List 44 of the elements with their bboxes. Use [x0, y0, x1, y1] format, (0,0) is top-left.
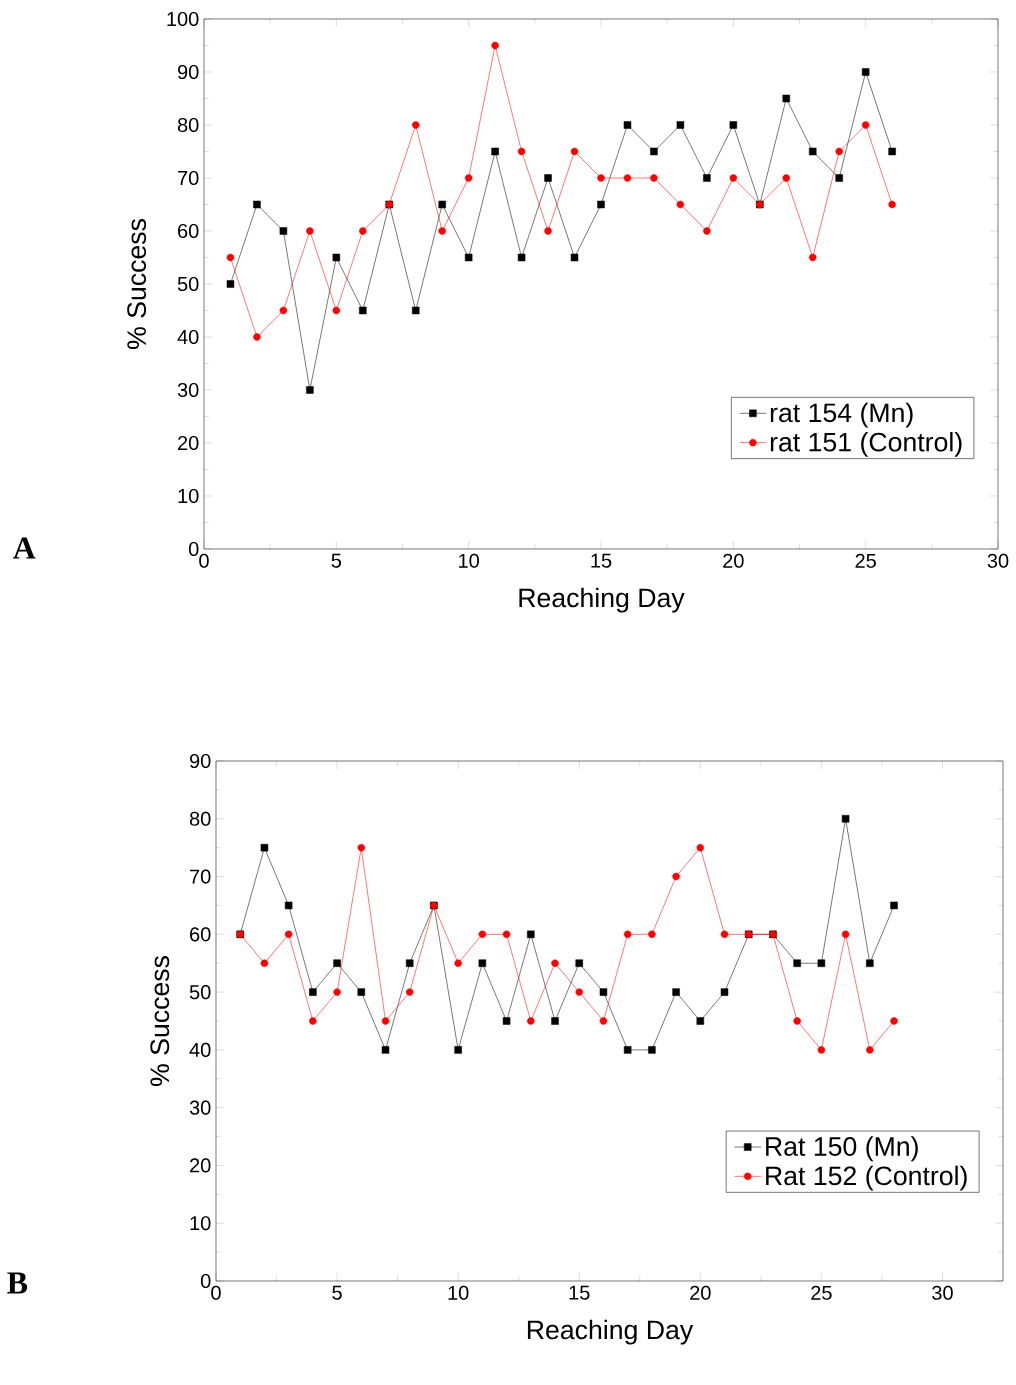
y-tick-label: 50 — [177, 276, 199, 292]
y-tick-label: 40 — [189, 1042, 211, 1057]
text: B — [7, 1272, 28, 1294]
y-tick-label: 10 — [190, 1216, 211, 1231]
x-tick-label: 0 — [211, 1285, 221, 1300]
x-tick-label: 25 — [855, 553, 876, 568]
y-tick-label: 20 — [178, 435, 199, 451]
y-tick-label: 20 — [190, 1158, 211, 1173]
y-tick-label: 60 — [190, 927, 211, 942]
y-axis-title: % Success — [127, 219, 147, 349]
legend-label: rat 154 (Mn) — [770, 402, 913, 428]
y-tick-label: 30 — [189, 1100, 211, 1115]
legend-label: Rat 152 (Control) — [766, 1165, 967, 1191]
y-tick-label: 30 — [177, 382, 199, 398]
legend-label: rat 151 (Control) — [770, 431, 962, 457]
y-tick-label: 0 — [188, 541, 199, 557]
legend-label: Rat 150 (Mn) — [766, 1136, 918, 1162]
text: A — [13, 537, 36, 559]
x-tick-label: 20 — [690, 1285, 711, 1300]
y-tick-label: 80 — [177, 117, 199, 133]
y-tick-label: 40 — [177, 329, 199, 345]
x-tick-label: 30 — [932, 1285, 953, 1300]
y-tick-label: 90 — [177, 64, 199, 80]
x-tick-label: 20 — [723, 553, 744, 568]
y-tick-label: 70 — [178, 170, 199, 186]
y-tick-label: 90 — [189, 753, 211, 769]
x-tick-label: 15 — [569, 1285, 590, 1300]
y-tick-label: 10 — [178, 488, 199, 504]
x-tick-label: 15 — [591, 553, 612, 568]
y-tick-label: 50 — [189, 985, 211, 1000]
x-tick-label: 30 — [987, 553, 1009, 568]
x-tick-label: 5 — [332, 1285, 342, 1300]
y-tick-label: 60 — [178, 223, 199, 239]
x-tick-label: 10 — [459, 553, 479, 568]
x-axis-title: Reaching Day — [527, 1319, 694, 1345]
x-tick-label: 25 — [811, 1285, 832, 1300]
y-axis-title: % Success — [150, 956, 170, 1087]
x-axis-title: Reaching Day — [519, 587, 685, 613]
x-tick-label: 10 — [448, 1285, 469, 1300]
y-tick-label: 100 — [167, 11, 199, 27]
y-tick-label: 70 — [190, 869, 211, 884]
x-tick-label: 5 — [331, 553, 342, 568]
y-tick-label: 0 — [200, 1273, 211, 1289]
y-tick-label: 80 — [189, 811, 211, 826]
